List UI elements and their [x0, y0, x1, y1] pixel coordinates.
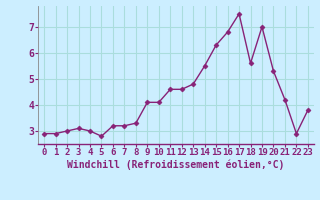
X-axis label: Windchill (Refroidissement éolien,°C): Windchill (Refroidissement éolien,°C)	[67, 160, 285, 170]
